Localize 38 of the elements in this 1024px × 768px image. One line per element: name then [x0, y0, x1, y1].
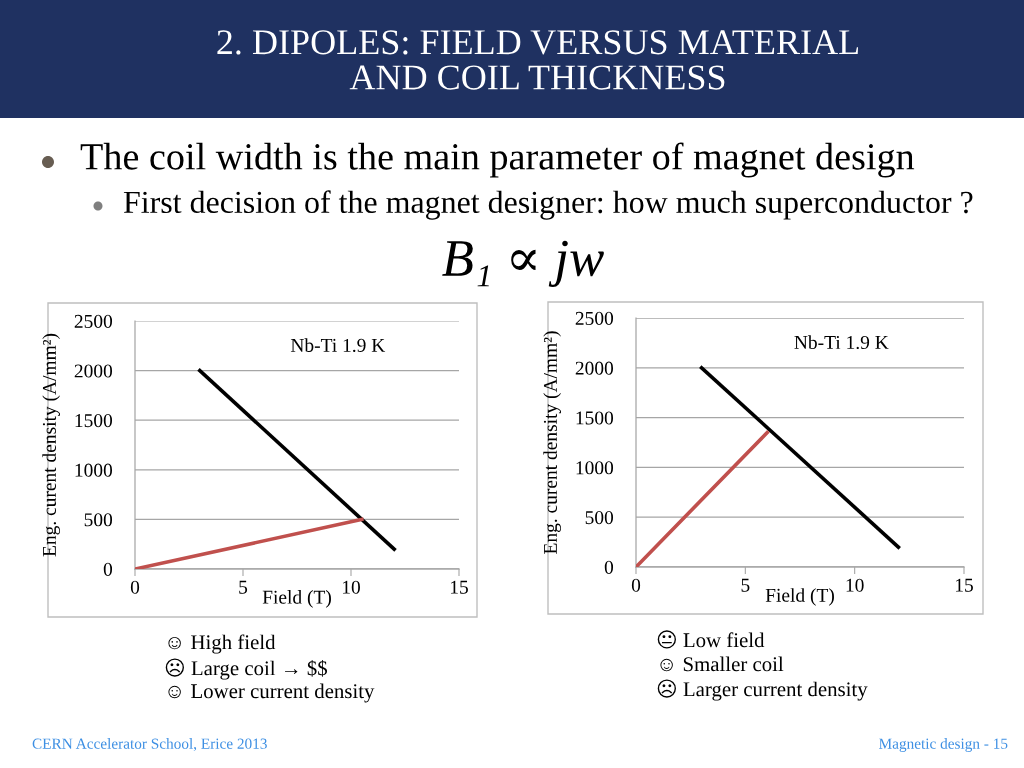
- text: B₁ ∝ jw: [442, 240, 604, 287]
- x-axis-title: Field (T): [765, 588, 834, 606]
- y-tick-label: 2000: [575, 361, 614, 375]
- y-tick-label: 0: [103, 562, 113, 576]
- x-tick-label: 10: [846, 578, 864, 592]
- text: Magnetic design - 15: [879, 738, 1008, 752]
- x-tick-label: 0: [130, 580, 140, 594]
- text: 2. DIPOLES: FIELD VERSUS MATERIAL AND COIL THICKNESS: [217, 30, 859, 90]
- y-tick-label: 0: [604, 560, 614, 574]
- x-tick-label: 10: [342, 580, 360, 594]
- y-axis-title: Eng. curent density (A/mm²): [543, 331, 561, 554]
- y-axis-title: Eng. curent density (A/mm²): [42, 333, 60, 557]
- y-tick-label: 2500: [575, 311, 614, 325]
- y-tick-label: 500: [585, 511, 614, 525]
- annotation: Nb-Ti 1.9 K: [290, 338, 386, 352]
- annotation: Nb-Ti 1.9 K: [794, 335, 889, 350]
- text: First decision of the magnet designer: how much superconductor ?: [123, 190, 973, 220]
- x-tick-label: 15: [450, 580, 468, 594]
- y-tick-label: 1000: [576, 461, 614, 475]
- text: ☺ High field: [168, 634, 276, 654]
- y-tick-label: 2500: [74, 314, 113, 328]
- text: 😐 Low field: [657, 630, 765, 649]
- text: ☹ Larger current density: [657, 679, 868, 701]
- text: The coil width is the main parameter of magnet design: [80, 142, 915, 178]
- text: CERN Accelerator School, Erice 2013: [32, 738, 267, 752]
- text: ☺ Smaller coil: [660, 656, 784, 672]
- x-axis-title: Field (T): [262, 590, 331, 608]
- y-tick-label: 500: [84, 513, 113, 527]
- x-tick-label: 0: [631, 578, 641, 592]
- y-tick-label: 2000: [74, 364, 113, 378]
- x-tick-label: 5: [239, 580, 248, 594]
- y-tick-label: 1000: [75, 463, 113, 477]
- text: ☺ Lower current density: [168, 683, 375, 703]
- y-tick-label: 1500: [75, 414, 113, 428]
- text: ☹ Large coil → $$: [165, 658, 328, 680]
- y-tick-label: 1500: [576, 411, 614, 425]
- x-tick-label: 15: [955, 578, 973, 592]
- x-tick-label: 5: [741, 578, 750, 592]
